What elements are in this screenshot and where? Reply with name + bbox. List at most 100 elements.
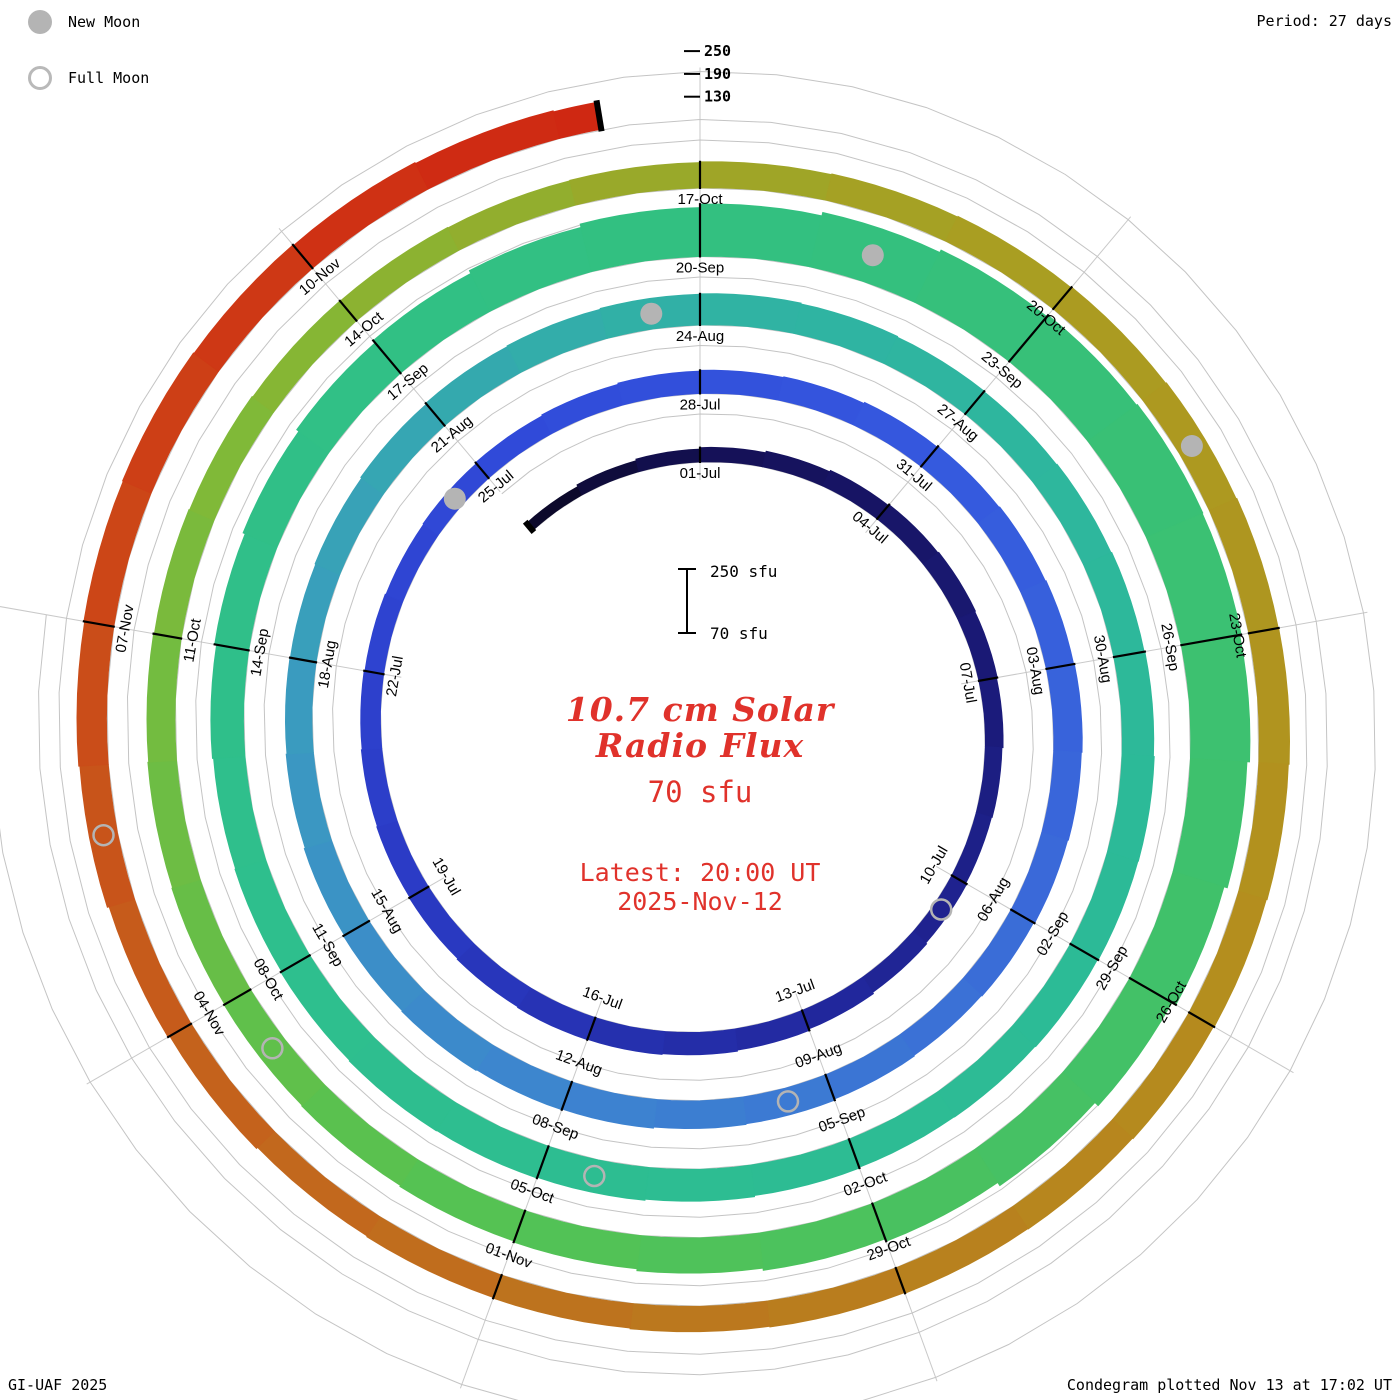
flux-segment	[962, 909, 1035, 997]
scalebar-min-label: 70 sfu	[710, 624, 768, 643]
flux-segment	[899, 977, 983, 1056]
new-moon-marker-icon	[640, 302, 663, 325]
day-tick	[977, 676, 999, 683]
day-tick	[1128, 976, 1178, 1007]
day-tick	[338, 299, 358, 323]
flux-segment	[553, 101, 602, 139]
flux-segment	[922, 551, 977, 620]
full-moon-marker-icon	[929, 898, 953, 921]
day-tick	[1112, 650, 1147, 659]
day-tick	[371, 338, 403, 375]
flux-segment	[456, 942, 531, 1008]
flux-segment	[636, 1232, 764, 1274]
radial-gridline	[865, 216, 1132, 534]
date-label: 16-Jul	[580, 983, 624, 1013]
flux-segment	[793, 303, 899, 365]
flux-segment	[852, 401, 938, 467]
flux-segment	[153, 508, 215, 639]
flux-segment	[541, 383, 624, 435]
flux-segment	[385, 523, 439, 603]
full-moon-label: Full Moon	[68, 69, 150, 87]
day-tick	[875, 503, 891, 521]
flux-scalebar: 250 sfu 70 sfu	[676, 562, 816, 650]
plotted-label: Condegram plotted Nov 13 at 17:02 UT	[1066, 1376, 1392, 1394]
day-tick	[963, 389, 986, 416]
date-label: 22-Jul	[383, 655, 407, 698]
scalebar-bottom-cap	[678, 632, 696, 634]
flux-segment	[977, 506, 1046, 593]
day-tick	[213, 643, 250, 652]
flux-segment	[108, 898, 192, 1038]
radial-gridline	[795, 993, 938, 1382]
flux-segment	[280, 954, 375, 1062]
flux-segment	[401, 989, 494, 1072]
date-label: 01-Jul	[680, 465, 721, 482]
day-tick	[1069, 942, 1100, 962]
date-label: 13-Jul	[773, 976, 817, 1006]
flux-segment	[883, 336, 985, 415]
full-moon-marker-icon	[583, 1164, 606, 1188]
radial-axis-tick-label: 130	[704, 88, 731, 106]
day-tick	[1180, 633, 1243, 647]
flux-segment	[399, 1158, 526, 1242]
flux-segment	[661, 1028, 738, 1056]
spiral-end-cap	[522, 519, 537, 535]
period-label: Period: 27 days	[1256, 12, 1392, 30]
flux-segment	[629, 1300, 771, 1333]
radial-gridline	[936, 865, 1294, 1074]
flux-segment	[742, 1074, 836, 1125]
day-tick	[1007, 313, 1050, 363]
full-moon-icon	[28, 66, 52, 90]
chart-title-line2: Radio Flux	[595, 726, 805, 765]
day-tick	[894, 1266, 907, 1295]
flux-segment	[436, 1101, 550, 1179]
date-label: 12-Aug	[553, 1046, 604, 1079]
flux-segment	[425, 345, 522, 427]
day-ticks	[82, 99, 1280, 1300]
date-label: 20-Sep	[676, 260, 724, 277]
radial-axis: 250 190 130	[684, 42, 731, 106]
flux-segment	[644, 1164, 756, 1202]
day-tick	[491, 1273, 504, 1300]
date-label: 17-Oct	[677, 191, 723, 208]
date-label: 07-Jul	[956, 661, 980, 704]
legend-new-moon: New Moon	[28, 10, 140, 34]
new-moon-marker-icon	[443, 487, 466, 510]
full-moon-marker-icon	[776, 1090, 800, 1113]
day-tick	[279, 953, 312, 974]
flux-segment	[758, 1203, 886, 1271]
day-tick	[800, 1009, 811, 1032]
flux-segment	[121, 352, 219, 494]
day-tick	[1045, 662, 1076, 671]
day-tick	[847, 1137, 861, 1170]
chart-title: 10.7 cm Solar Radio Flux	[0, 692, 1400, 764]
flux-segment	[1032, 463, 1112, 566]
flux-segment	[475, 415, 552, 479]
day-tick	[870, 1202, 888, 1243]
flux-segment	[862, 930, 928, 994]
flux-segment	[414, 110, 561, 190]
day-tick	[341, 919, 371, 938]
latest-time: Latest: 20:00 UT	[579, 858, 821, 887]
latest-reading: Latest: 20:00 UT 2025-Nov-12	[0, 858, 1400, 916]
flux-segment	[653, 1096, 747, 1130]
flux-segment	[492, 1274, 634, 1329]
new-moon-marker-icon	[861, 244, 884, 267]
legend-full-moon: Full Moon	[28, 66, 149, 90]
radial-axis-tick-label: 250	[704, 42, 731, 60]
day-tick	[424, 401, 447, 428]
flux-segment	[83, 480, 152, 628]
day-tick	[222, 988, 252, 1007]
spiral-guide	[0, 70, 1376, 1400]
current-flux-value: 70 sfu	[647, 775, 753, 809]
radial-gridline	[0, 606, 402, 678]
flux-segment	[342, 920, 425, 1012]
flux-segment	[734, 1009, 810, 1051]
new-moon-label: New Moon	[68, 13, 141, 31]
flux-segment	[1012, 943, 1099, 1048]
new-moon-marker-icon	[1180, 435, 1203, 457]
date-label: 09-Aug	[793, 1039, 844, 1072]
day-tick	[824, 1073, 837, 1102]
date-label: 02-Oct	[841, 1168, 890, 1200]
